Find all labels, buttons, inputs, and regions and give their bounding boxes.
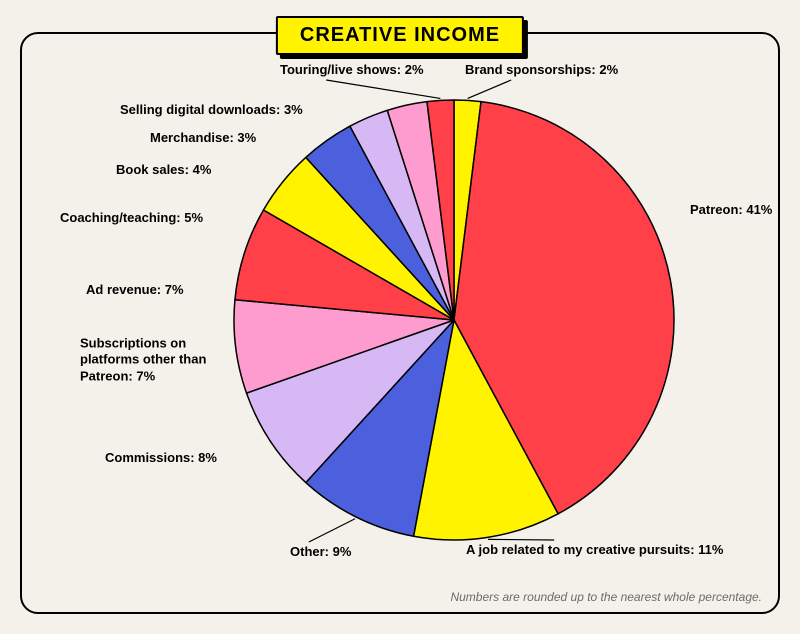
leader-line-3: [309, 519, 355, 542]
leader-line-11: [326, 80, 440, 98]
slice-label-2: A job related to my creative pursuits: 1…: [466, 542, 723, 558]
chart-title: CREATIVE INCOME: [276, 16, 524, 55]
pie-svg: [0, 0, 800, 634]
slice-label-8: Book sales: 4%: [116, 162, 211, 178]
slice-label-10: Selling digital downloads: 3%: [120, 102, 303, 118]
leader-line-2: [488, 539, 554, 540]
slice-label-6: Ad revenue: 7%: [86, 282, 184, 298]
slice-label-11: Touring/live shows: 2%: [280, 62, 424, 78]
slice-label-9: Merchandise: 3%: [150, 130, 256, 146]
title-badge: CREATIVE INCOME: [276, 16, 524, 55]
slice-label-3: Other: 9%: [290, 544, 351, 560]
slice-label-0: Brand sponsorships: 2%: [465, 62, 618, 78]
leader-line-0: [468, 80, 512, 98]
slice-label-4: Commissions: 8%: [105, 450, 217, 466]
slice-label-7: Coaching/teaching: 5%: [60, 210, 203, 226]
slice-label-1: Patreon: 41%: [690, 202, 772, 218]
slice-label-5: Subscriptions onplatforms other thanPatr…: [80, 336, 250, 385]
pie-chart: Brand sponsorships: 2% Patreon: 41% A job …: [0, 0, 800, 634]
chart-footnote: Numbers are rounded up to the nearest wh…: [450, 590, 762, 604]
